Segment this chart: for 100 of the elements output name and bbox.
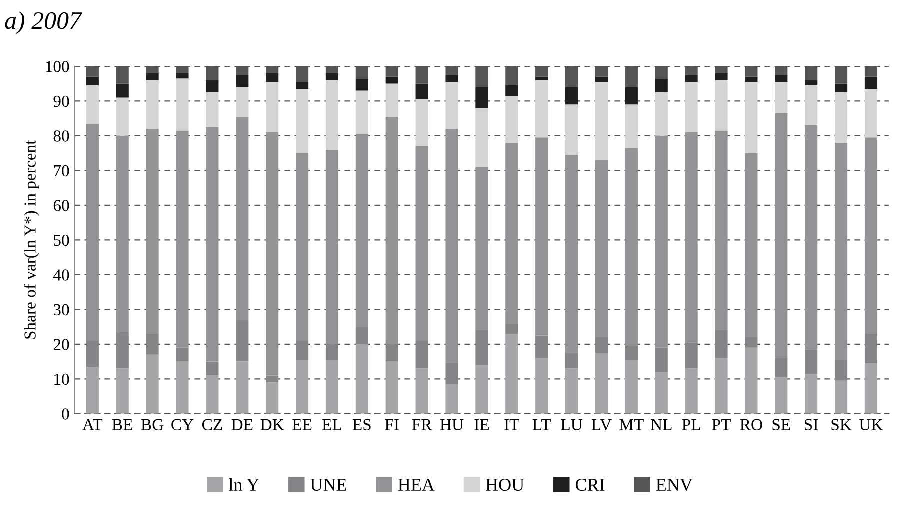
x-tick-label: AT bbox=[82, 419, 103, 430]
x-tick-label: BG bbox=[141, 419, 164, 430]
bar bbox=[775, 377, 788, 414]
bar bbox=[146, 354, 159, 414]
bar bbox=[536, 76, 548, 80]
bar bbox=[835, 92, 848, 143]
bar bbox=[446, 364, 458, 384]
x-tick-label: SE bbox=[772, 419, 790, 430]
bar bbox=[236, 87, 249, 117]
bar bbox=[296, 153, 309, 341]
bar bbox=[266, 82, 279, 132]
bar bbox=[386, 362, 398, 414]
bar bbox=[176, 73, 189, 79]
bar bbox=[805, 80, 818, 86]
x-tick-label: IT bbox=[504, 419, 520, 430]
y-axis-title: Share of var(ln Y*) in percent bbox=[24, 140, 40, 339]
bar bbox=[296, 340, 309, 360]
legend-label: HEA bbox=[398, 478, 435, 491]
bar bbox=[685, 368, 698, 414]
bar bbox=[805, 126, 818, 350]
bar bbox=[595, 76, 608, 82]
bar bbox=[206, 362, 219, 376]
bar bbox=[805, 86, 818, 126]
legend-label: ENV bbox=[656, 479, 693, 492]
bar bbox=[536, 336, 548, 358]
bar bbox=[685, 342, 698, 369]
bar bbox=[565, 368, 578, 414]
bar bbox=[625, 104, 638, 148]
bar bbox=[386, 84, 398, 117]
bar bbox=[775, 75, 788, 82]
bar bbox=[206, 92, 219, 128]
bar bbox=[655, 136, 668, 348]
bar bbox=[326, 73, 339, 80]
bar bbox=[86, 86, 99, 124]
x-tick-label: BE bbox=[112, 419, 132, 430]
bar bbox=[805, 350, 818, 374]
bar bbox=[625, 87, 638, 105]
y-tick-label: 20 bbox=[54, 339, 70, 350]
bar bbox=[416, 368, 428, 414]
y-tick-label: 70 bbox=[54, 165, 70, 177]
bar bbox=[86, 367, 99, 414]
bar bbox=[715, 330, 728, 358]
bar bbox=[446, 82, 458, 129]
bar bbox=[266, 73, 279, 82]
x-tick-label: CY bbox=[172, 419, 194, 430]
bar bbox=[715, 130, 728, 331]
x-tick-label: PT bbox=[712, 419, 731, 430]
x-tick-label: SK bbox=[832, 419, 852, 430]
bar bbox=[326, 360, 339, 414]
bar bbox=[356, 134, 368, 328]
bar bbox=[655, 92, 668, 136]
x-tick-label: LV bbox=[592, 419, 612, 431]
legend-label: ln Y bbox=[229, 478, 260, 491]
bar bbox=[86, 340, 99, 367]
bar bbox=[386, 344, 398, 362]
x-tick-label: RO bbox=[740, 419, 762, 430]
bar bbox=[835, 84, 848, 92]
bar bbox=[864, 138, 878, 334]
bar bbox=[745, 337, 758, 348]
bar bbox=[416, 146, 428, 341]
legend-label: CRI bbox=[576, 478, 605, 492]
bar bbox=[476, 108, 488, 168]
bar bbox=[745, 153, 758, 338]
x-tick-label: ES bbox=[352, 419, 371, 430]
x-tick-label: LU bbox=[561, 419, 583, 430]
bar bbox=[835, 380, 848, 414]
bar bbox=[416, 84, 428, 100]
bar bbox=[236, 116, 249, 320]
y-tick-label: 30 bbox=[54, 304, 70, 316]
bar bbox=[565, 353, 578, 369]
bar bbox=[625, 148, 638, 346]
bar bbox=[236, 320, 249, 362]
x-tick-label: IE bbox=[474, 419, 489, 430]
bar bbox=[86, 124, 99, 341]
bar bbox=[715, 80, 728, 131]
y-tick-label: 50 bbox=[54, 234, 70, 246]
x-tick-label: PL bbox=[682, 419, 700, 430]
bar bbox=[356, 344, 368, 414]
bar bbox=[236, 75, 249, 88]
x-tick-label: EE bbox=[292, 419, 312, 430]
bar bbox=[146, 334, 159, 355]
bar bbox=[685, 82, 698, 132]
bar bbox=[835, 142, 848, 360]
bar bbox=[356, 90, 368, 134]
x-tick-label: NL bbox=[650, 419, 672, 430]
bar bbox=[386, 76, 398, 84]
bar bbox=[326, 344, 339, 360]
bar bbox=[864, 334, 878, 364]
bar bbox=[536, 358, 548, 414]
bar bbox=[116, 84, 129, 98]
bar bbox=[146, 73, 159, 80]
bar bbox=[356, 78, 368, 91]
bar bbox=[506, 86, 518, 96]
bar bbox=[745, 348, 758, 414]
bar bbox=[86, 76, 99, 86]
y-tick-label: 10 bbox=[54, 374, 70, 386]
bar bbox=[595, 82, 608, 160]
bar bbox=[655, 348, 668, 372]
bar bbox=[476, 330, 488, 366]
bar bbox=[715, 358, 728, 414]
